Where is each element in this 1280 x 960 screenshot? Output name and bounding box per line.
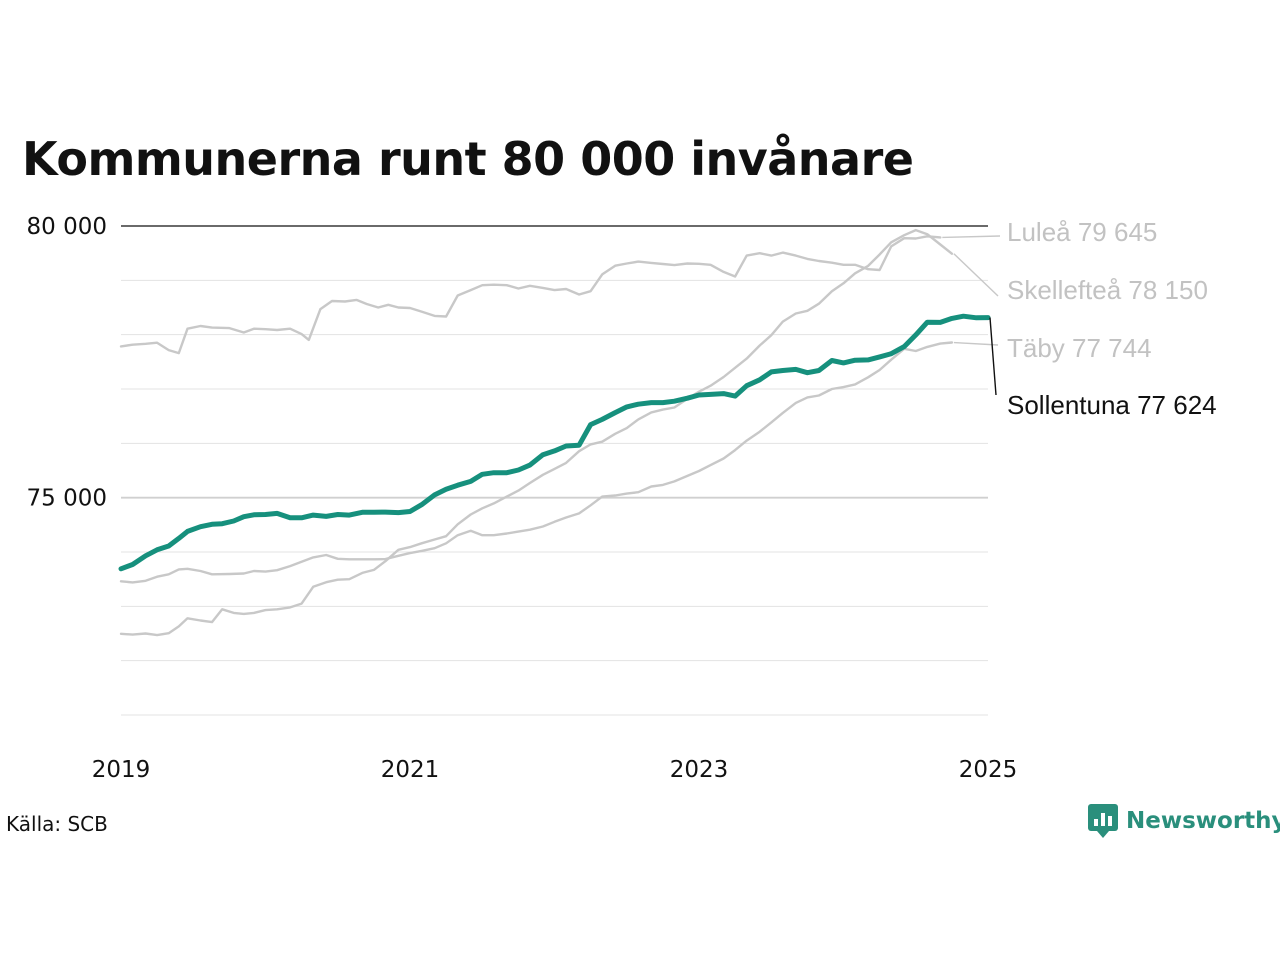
y-axis-ticks: 75 000 80 000 — [27, 214, 107, 512]
y-tick-label: 80 000 — [27, 214, 107, 240]
chart-title: Kommunerna runt 80 000 invånare — [22, 132, 914, 186]
x-tick-label: 2021 — [381, 757, 440, 783]
series-line-lule- — [119, 235, 942, 355]
series-label-skellefte-: Skellefteå 78 150 — [1007, 275, 1208, 305]
label-leader-skellefte- — [953, 253, 999, 297]
series-line-skellefte- — [119, 228, 954, 637]
series-line-sollentuna — [118, 313, 991, 572]
x-tick-label: 2023 — [670, 757, 729, 783]
label-leader-lule- — [942, 235, 1001, 239]
label-leader-t-by — [953, 341, 999, 346]
series-line-t-by — [119, 341, 954, 584]
series-label-t-by: Täby 77 744 — [1007, 333, 1152, 363]
brand-logo[interactable]: Newsworthy — [1088, 804, 1280, 838]
source-note: Källa: SCB — [6, 812, 108, 836]
series-lines — [118, 228, 991, 637]
x-tick-label: 2025 — [959, 757, 1018, 783]
newsworthy-logo-icon — [1088, 804, 1118, 838]
label-leader-sollentuna — [989, 317, 997, 396]
gridlines — [121, 225, 988, 716]
y-tick-label: 75 000 — [27, 486, 107, 512]
brand-name: Newsworthy — [1126, 808, 1280, 834]
series-label-lule-: Luleå 79 645 — [1007, 217, 1157, 247]
x-axis-ticks: 2019 2021 2023 2025 — [92, 757, 1018, 783]
series-labels: Luleå 79 645 Skellefteå 78 150 Täby 77 744… — [942, 217, 1217, 420]
series-label-sollentuna: Sollentuna 77 624 — [1007, 390, 1217, 420]
x-tick-label: 2019 — [92, 757, 151, 783]
